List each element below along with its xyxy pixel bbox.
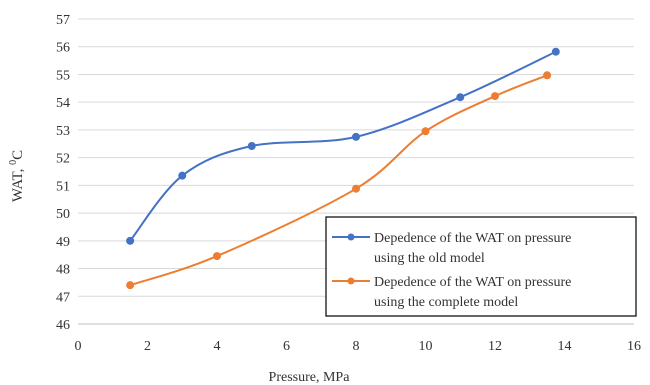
y-tick-label-47: 47 [56,290,70,305]
y-tick-label-49: 49 [56,235,70,250]
legend-label-complete-model-line1: Depedence of the WAT on pressure [374,275,571,290]
x-tick-label-2: 2 [144,339,151,354]
y-tick-label-55: 55 [56,68,70,83]
x-tick-label-6: 6 [283,339,290,354]
x-tick-labels: 0 2 4 6 8 10 12 14 16 [75,339,642,354]
y-axis-label: WAT, 0C [8,150,26,202]
y-axis-label-unit: C [10,150,26,160]
x-tick-label-4: 4 [214,339,221,354]
data-point-complete-model-3 [421,127,430,136]
y-axis-label-text: WAT, [10,165,26,202]
data-point-old-model-1 [178,171,187,180]
y-tick-label-50: 50 [56,207,70,222]
legend-label-old-model-line1: Depedence of the WAT on pressure [374,231,571,246]
y-tick-label-46: 46 [56,318,70,333]
y-tick-label-51: 51 [56,179,70,194]
y-tick-label-52: 52 [56,152,70,167]
x-tick-label-12: 12 [488,339,502,354]
data-point-old-model-2 [247,141,256,150]
series-line-old-model [129,50,557,242]
data-point-old-model-4 [456,93,465,102]
y-tick-label-48: 48 [56,263,70,278]
legend-marker-old-model [347,233,355,241]
data-point-complete-model-1 [213,252,221,261]
data-point-old-model-0 [126,236,135,245]
y-tick-label-53: 53 [56,124,70,139]
y-tick-label-57: 57 [56,13,70,28]
x-tick-label-0: 0 [75,339,82,354]
y-axis-label-superscript: 0 [8,160,19,165]
legend-label-complete-model-line2: using the complete model [374,295,518,310]
legend-label-old-model-line2: using the old model [374,251,485,266]
x-tick-label-10: 10 [419,339,433,354]
data-point-old-model-5 [551,47,560,56]
y-tick-label-54: 54 [56,96,70,111]
series-group [126,47,560,290]
x-tick-label-8: 8 [353,339,360,354]
x-axis-label: Pressure, MPa [269,370,351,385]
data-point-complete-model-5 [543,71,552,80]
data-point-complete-model-2 [352,184,360,193]
x-tick-label-14: 14 [558,339,572,354]
data-point-old-model-3 [352,132,360,141]
data-point-complete-model-4 [491,92,499,101]
y-tick-labels: 46 47 48 49 50 51 52 53 54 55 56 57 [56,13,70,333]
legend-box [325,216,637,317]
legend: Depedence of the WAT on pressure using t… [325,216,637,317]
x-tick-label-16: 16 [627,339,641,354]
y-tick-label-56: 56 [56,41,70,56]
legend-marker-complete-model [347,277,355,285]
data-point-complete-model-0 [126,281,135,290]
